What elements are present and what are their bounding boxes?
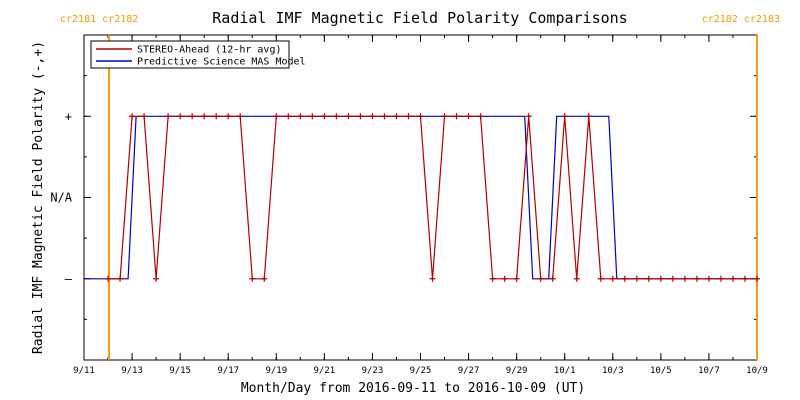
series-line <box>108 115 757 280</box>
x-tick-label: 10/5 <box>650 366 672 376</box>
data-point <box>645 275 652 282</box>
legend-entry: Predictive Science MAS Model <box>137 57 306 68</box>
x-tick-label: 9/13 <box>121 366 143 376</box>
data-point <box>237 113 244 120</box>
data-point <box>609 275 616 282</box>
data-point <box>525 113 532 120</box>
x-tick-label: 9/11 <box>73 366 95 376</box>
data-point <box>129 113 136 120</box>
data-point <box>333 113 340 120</box>
data-point <box>309 113 316 120</box>
data-point <box>261 275 268 282</box>
legend-entry: STEREO-Ahead (12-hr avg) <box>137 45 282 56</box>
legend-box <box>90 40 290 69</box>
x-tick-label: 10/7 <box>698 366 720 376</box>
x-tick-label: 10/1 <box>554 366 576 376</box>
y-tick-label: N/A <box>50 191 72 205</box>
data-point <box>633 275 640 282</box>
series-line <box>84 115 757 280</box>
carrington-label: cr2182 cr2183 <box>702 14 780 25</box>
data-point <box>585 113 592 120</box>
data-point <box>621 275 628 282</box>
x-tick-label: 9/15 <box>169 366 191 376</box>
data-point <box>381 113 388 120</box>
legend: STEREO-Ahead (12-hr avg)Predictive Scien… <box>90 40 306 69</box>
data-point <box>393 113 400 120</box>
data-point <box>417 113 424 120</box>
data-point <box>681 275 688 282</box>
data-point <box>225 113 232 120</box>
data-point <box>357 113 364 120</box>
x-tick-label: 9/25 <box>410 366 432 376</box>
data-point <box>561 113 568 120</box>
data-point <box>705 275 712 282</box>
data-point <box>549 275 556 282</box>
y-axis-title: Radial IMF Magnetic Field Polarity (-,+) <box>31 41 46 354</box>
x-tick-label: 9/17 <box>217 366 239 376</box>
data-point <box>405 113 412 120</box>
data-point <box>273 113 280 120</box>
data-point <box>189 113 196 120</box>
carrington-markers: cr2181 cr2182 cr2182 cr2183 <box>60 14 780 360</box>
data-point <box>429 275 436 282</box>
x-tick-label: 9/29 <box>506 366 528 376</box>
data-point <box>477 113 484 120</box>
data-point <box>465 113 472 120</box>
series-layer <box>84 113 760 282</box>
x-tick-label: 9/19 <box>265 366 287 376</box>
data-point <box>141 113 148 120</box>
x-axis-title: Month/Day from 2016-09-11 to 2016-10-09 … <box>241 381 585 396</box>
data-point <box>177 113 184 120</box>
data-point <box>693 275 700 282</box>
data-point <box>117 275 124 282</box>
data-point <box>105 275 112 282</box>
data-point <box>729 275 736 282</box>
data-point <box>489 275 496 282</box>
x-tick-label: 9/27 <box>458 366 480 376</box>
data-point <box>213 113 220 120</box>
data-point <box>165 113 172 120</box>
y-tick-label: – <box>65 272 73 286</box>
x-tick-label: 9/21 <box>314 366 336 376</box>
data-point <box>249 275 256 282</box>
data-point <box>597 275 604 282</box>
data-point <box>453 113 460 120</box>
data-point <box>345 113 352 120</box>
data-point <box>741 275 748 282</box>
data-point <box>201 113 208 120</box>
data-point <box>501 275 508 282</box>
data-point <box>285 113 292 120</box>
data-point <box>657 275 664 282</box>
data-point <box>537 275 544 282</box>
data-point <box>669 275 676 282</box>
axis-ticks: 9/11 9/13 9/15 9/17 9/19 9/21 9/23 9/25 9/27 9/29… <box>50 34 768 376</box>
carrington-label: cr2181 cr2182 <box>60 14 138 25</box>
data-point <box>297 113 304 120</box>
x-tick-label: 10/9 <box>746 366 768 376</box>
y-tick-label: + <box>65 109 72 123</box>
data-point <box>321 113 328 120</box>
x-tick-label: 9/23 <box>362 366 384 376</box>
data-point <box>369 113 376 120</box>
data-point <box>754 275 760 282</box>
x-tick-label: 10/3 <box>602 366 624 376</box>
data-point <box>441 113 448 120</box>
chart-title: Radial IMF Magnetic Field Polarity Compa… <box>212 9 627 27</box>
data-point <box>153 275 160 282</box>
plot-frame <box>83 34 758 361</box>
data-point <box>573 275 580 282</box>
data-point <box>717 275 724 282</box>
data-point <box>513 275 520 282</box>
